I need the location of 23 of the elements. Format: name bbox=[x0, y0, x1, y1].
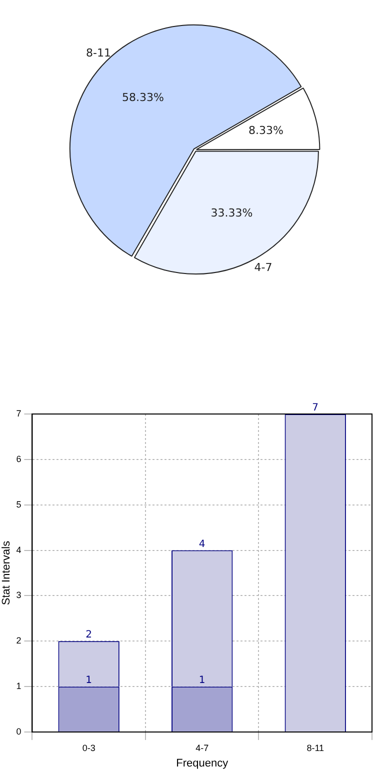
total-label: 2 bbox=[86, 630, 92, 641]
data-label: 33.33% bbox=[210, 206, 253, 220]
y-tick-label: 1 bbox=[16, 681, 22, 692]
data-label: 1 bbox=[198, 675, 206, 686]
y-tick-label: 4 bbox=[16, 544, 22, 555]
slice-label: 4-7 bbox=[254, 261, 272, 274]
x-axis-title: Frequency bbox=[176, 757, 229, 770]
slice-label: 8-11 bbox=[86, 46, 111, 60]
x-tick-label: 8-11 bbox=[306, 742, 324, 753]
data-label: 58.33% bbox=[122, 90, 164, 104]
data-label: 8.33% bbox=[248, 124, 284, 137]
y-tick-label: 6 bbox=[16, 454, 22, 464]
total-label: 4 bbox=[198, 538, 206, 550]
x-tick-label: 0-3 bbox=[82, 742, 96, 753]
y-tick-label: 5 bbox=[16, 499, 22, 510]
x-tick-label: 4-7 bbox=[196, 742, 209, 753]
y-axis-title: Stat Intervals bbox=[0, 540, 13, 606]
y-tick-label: 2 bbox=[16, 636, 22, 646]
data-label: 1 bbox=[86, 675, 92, 686]
y-tick-label: 7 bbox=[16, 408, 22, 418]
y-tick-label: 3 bbox=[16, 590, 22, 600]
y-tick-label: 0 bbox=[16, 726, 22, 736]
total-label: 7 bbox=[312, 402, 319, 414]
